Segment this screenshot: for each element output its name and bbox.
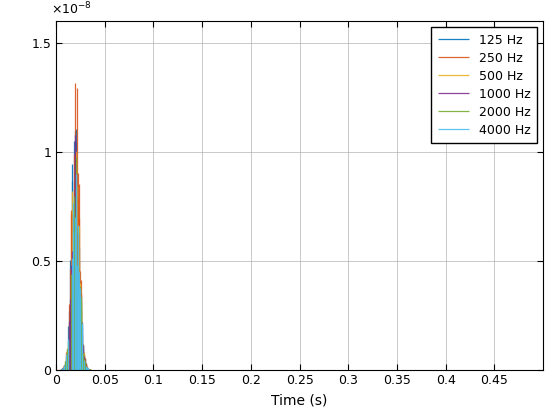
Text: $\times10^{-8}$: $\times10^{-8}$ — [51, 1, 92, 18]
Legend: 125 Hz, 250 Hz, 500 Hz, 1000 Hz, 2000 Hz, 4000 Hz: 125 Hz, 250 Hz, 500 Hz, 1000 Hz, 2000 Hz… — [431, 27, 537, 143]
X-axis label: Time (s): Time (s) — [272, 393, 328, 407]
